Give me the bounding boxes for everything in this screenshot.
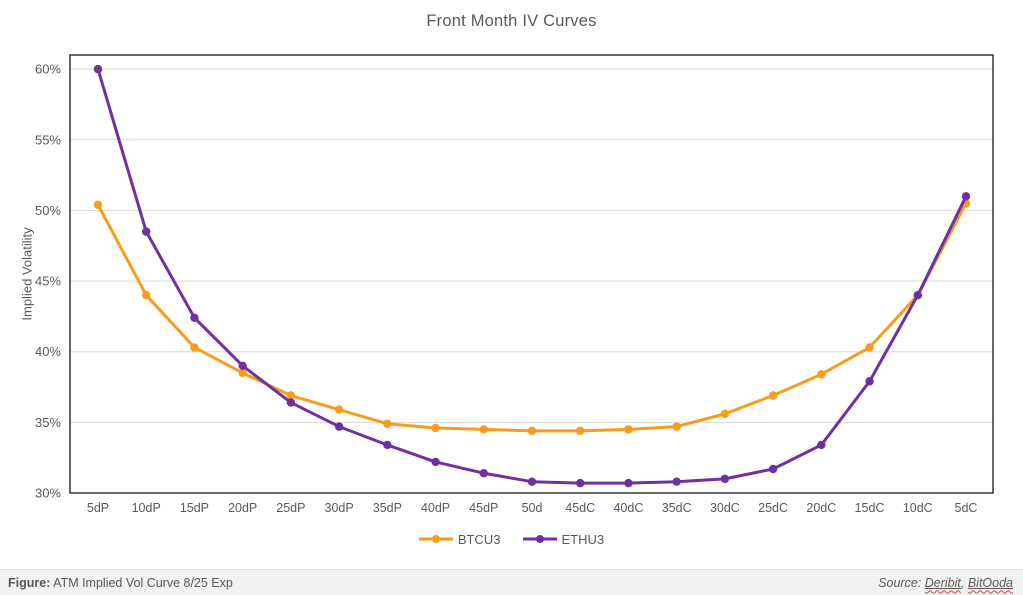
- data-point-btcu3-35dC: [672, 422, 681, 431]
- x-tick-label: 45dC: [565, 501, 595, 515]
- figure-label: Figure:: [8, 575, 51, 590]
- data-point-btcu3-40dP: [431, 423, 440, 433]
- data-point-btcu3-10dP: [142, 290, 151, 300]
- x-tick-label: 30dC: [710, 501, 740, 515]
- data-point-ethu3-35dC: [672, 477, 681, 486]
- x-tick-label: 15dP: [180, 501, 209, 515]
- data-point-ethu3-5dP: [93, 64, 103, 74]
- data-point-btcu3-30dC: [720, 409, 730, 419]
- y-tick-label: 60%: [35, 62, 61, 77]
- data-point-ethu3-10dC: [913, 290, 922, 300]
- x-tick-label: 35dP: [373, 501, 402, 515]
- source-link-deribit[interactable]: Deribit: [924, 575, 961, 590]
- data-point-ethu3-30dP: [334, 422, 344, 431]
- data-point-btcu3-25dP: [286, 391, 296, 400]
- y-tick-label: 40%: [35, 344, 61, 359]
- x-tick-label: 40dP: [421, 501, 450, 515]
- data-point-ethu3-20dP: [238, 361, 247, 371]
- data-point-ethu3-50d: [527, 477, 537, 486]
- source-label: Source:: [878, 575, 925, 590]
- data-point-btcu3-15dP: [190, 343, 199, 352]
- y-tick-label: 35%: [35, 415, 61, 430]
- series-line-btcu3: [96, 201, 968, 433]
- data-point-ethu3-25dP: [286, 398, 296, 407]
- chart-legend: BTCU3 ETHU3: [0, 529, 1023, 549]
- x-tick-label: 15dC: [855, 501, 885, 515]
- source-separator: ,: [960, 575, 968, 590]
- data-point-ethu3-45dP: [479, 469, 488, 478]
- x-tick-label: 5dP: [87, 501, 109, 515]
- data-point-ethu3-10dP: [142, 227, 151, 236]
- data-point-btcu3-45dP: [479, 425, 488, 434]
- data-point-ethu3-30dC: [720, 474, 730, 484]
- data-point-btcu3-35dP: [383, 419, 392, 428]
- legend-label-btcu3: BTCU3: [457, 531, 501, 547]
- x-tick-label: 10dP: [132, 501, 161, 515]
- data-point-btcu3-30dP: [334, 405, 344, 414]
- x-tick-label: 30dP: [325, 501, 354, 515]
- x-tick-label: 20dC: [806, 501, 836, 515]
- data-point-btcu3-45dC: [576, 426, 585, 436]
- x-tick-label: 35dC: [662, 501, 692, 515]
- data-point-ethu3-5dC: [961, 192, 971, 201]
- x-tick-label: 50d: [522, 501, 543, 515]
- data-point-ethu3-45dC: [576, 478, 585, 488]
- iv-curve-chart: 30% 35% 40% 45% 50% 55% 60% 5dP 10dP 15dP 20dP 25dP…: [35, 54, 994, 515]
- source-link-bitooda[interactable]: BitOoda: [967, 575, 1013, 590]
- legend-item-ethu3: ETHU3: [522, 531, 605, 547]
- legend-label-ethu3: ETHU3: [561, 531, 605, 547]
- legend-item-btcu3: BTCU3: [418, 531, 501, 547]
- chart-title: Front Month IV Curves: [426, 12, 597, 30]
- x-tick-label: 25dP: [276, 501, 305, 515]
- x-tick-label: 5dC: [955, 501, 978, 515]
- data-point-ethu3-20dC: [817, 440, 826, 450]
- legend-marker-btcu3: [418, 535, 453, 543]
- data-point-ethu3-40dC: [624, 478, 633, 488]
- data-point-ethu3-15dC: [865, 377, 874, 386]
- x-tick-label: 25dC: [758, 501, 788, 515]
- data-point-btcu3-20dC: [817, 370, 826, 379]
- data-point-ethu3-35dP: [383, 440, 392, 450]
- y-tick-label: 30%: [35, 486, 61, 501]
- data-point-ethu3-40dP: [431, 457, 440, 467]
- plot-border: [69, 54, 994, 494]
- x-tick-label: 10dC: [903, 501, 933, 515]
- x-tick-label: 45dP: [469, 501, 498, 515]
- source-caption: Source: Deribit, BitOoda: [878, 576, 1013, 590]
- data-point-ethu3-25dC: [768, 464, 778, 474]
- data-point-btcu3-5dP: [93, 200, 103, 209]
- y-tick-label: 45%: [35, 274, 61, 289]
- data-point-btcu3-40dC: [624, 425, 633, 434]
- data-point-btcu3-25dC: [768, 391, 778, 400]
- series-line-ethu3: [96, 67, 968, 485]
- data-point-btcu3-50d: [527, 426, 537, 436]
- data-point-ethu3-15dP: [190, 313, 199, 322]
- legend-marker-ethu3: [522, 535, 557, 543]
- data-point-btcu3-15dC: [865, 343, 874, 352]
- y-tick-label: 55%: [35, 132, 61, 147]
- footer-bar: Figure: ATM Implied Vol Curve 8/25 Exp S…: [0, 569, 1023, 595]
- figure-caption: Figure: ATM Implied Vol Curve 8/25 Exp: [8, 576, 233, 590]
- x-tick-label: 20dP: [228, 501, 257, 515]
- x-tick-label: 40dC: [613, 501, 643, 515]
- y-tick-label: 50%: [35, 203, 61, 218]
- figure-text: ATM Implied Vol Curve 8/25 Exp: [50, 575, 233, 590]
- data-point-btcu3-20dP: [238, 368, 247, 378]
